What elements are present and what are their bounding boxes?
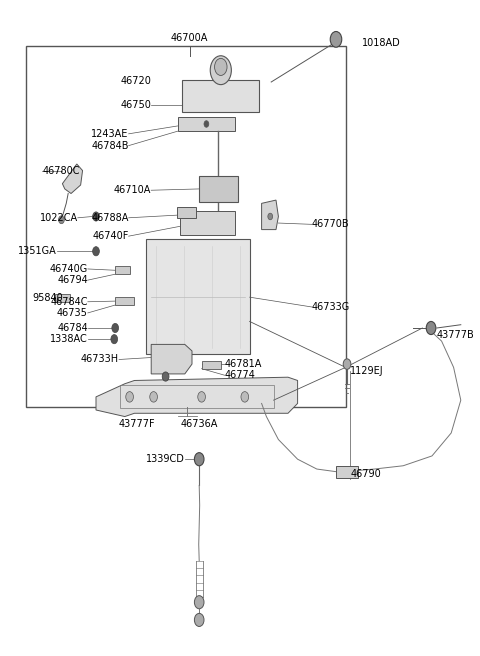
Text: 46770B: 46770B [312,219,349,230]
Text: 46790: 46790 [350,468,381,479]
Text: 46740G: 46740G [49,264,88,274]
Bar [26,46,346,407]
Text: 46733H: 46733H [81,354,119,365]
Polygon shape [151,344,192,374]
Circle shape [59,216,64,224]
Text: 1018AD: 1018AD [362,37,401,48]
Circle shape [112,323,119,333]
Bar [177,207,196,218]
Polygon shape [62,164,83,194]
Polygon shape [262,200,278,230]
Circle shape [162,372,169,381]
Text: 46784: 46784 [57,323,88,333]
Text: 1351GA: 1351GA [18,246,57,256]
Text: 43777F: 43777F [119,419,155,428]
Text: 46788A: 46788A [91,213,129,223]
Circle shape [426,321,436,335]
Circle shape [241,392,249,402]
Bar [199,176,238,202]
Text: 95840: 95840 [33,293,63,304]
Circle shape [210,56,231,85]
Circle shape [194,453,204,466]
Text: 46774: 46774 [225,370,255,380]
Text: 1129EJ: 1129EJ [350,365,384,376]
Text: 46794: 46794 [57,275,88,285]
Text: 1243AE: 1243AE [91,129,129,139]
Text: 46700A: 46700A [171,33,208,43]
Text: 46784B: 46784B [91,140,129,151]
Bar [336,466,358,478]
Circle shape [204,121,209,127]
Text: 46784C: 46784C [50,297,88,307]
Circle shape [268,213,273,220]
Text: 46740F: 46740F [92,231,129,241]
Text: 46781A: 46781A [225,359,262,369]
Bar [178,117,235,131]
Bar [202,361,221,369]
Bar [115,297,134,305]
Bar [182,80,259,112]
Text: 46780C: 46780C [42,165,80,176]
Bar [55,294,70,302]
Circle shape [126,392,133,402]
Circle shape [194,613,204,626]
Text: 46736A: 46736A [180,419,218,428]
Text: 46750: 46750 [120,100,151,110]
Text: 1022CA: 1022CA [40,213,78,223]
Polygon shape [96,377,298,417]
Circle shape [93,212,99,221]
Circle shape [343,359,351,369]
Circle shape [93,247,99,256]
Bar [146,239,250,354]
Bar [180,211,235,235]
Circle shape [330,31,342,47]
Text: 1339CD: 1339CD [146,454,185,464]
Circle shape [198,392,205,402]
Circle shape [194,596,204,609]
Text: 46733G: 46733G [312,302,350,312]
Text: 1338AC: 1338AC [50,334,88,344]
Bar [120,385,274,408]
Bar [115,266,130,274]
Text: 46720: 46720 [120,76,151,87]
Circle shape [150,392,157,402]
Text: 46710A: 46710A [114,185,151,195]
Circle shape [215,58,227,75]
Text: 46735: 46735 [57,308,88,318]
Circle shape [111,335,118,344]
Text: 43777B: 43777B [437,329,475,340]
